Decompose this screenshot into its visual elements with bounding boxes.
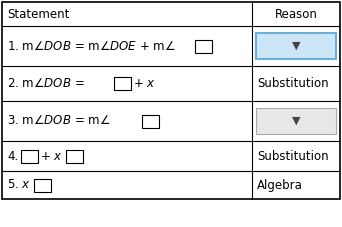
Text: 1. m$\angle$$\it{D}$$\it{O}$$\it{B}$ = m$\angle$$\it{D}$$\it{O}$$\it{E}$ + m$\an: 1. m$\angle$$\it{D}$$\it{O}$$\it{B}$ = m… bbox=[7, 39, 175, 52]
Text: ▼: ▼ bbox=[292, 41, 300, 51]
Bar bbox=[256, 33, 336, 59]
Text: ▼: ▼ bbox=[292, 116, 300, 126]
Text: Substitution: Substitution bbox=[257, 77, 329, 90]
Text: + $\it{x}$ =: + $\it{x}$ = bbox=[40, 150, 75, 163]
Text: Reason: Reason bbox=[275, 7, 317, 20]
Bar bbox=[256, 108, 336, 134]
Text: Algebra: Algebra bbox=[257, 178, 303, 192]
Bar bbox=[2, 2, 340, 199]
Text: Statement: Statement bbox=[7, 7, 69, 20]
Bar bbox=[114, 77, 131, 90]
Text: + $\it{x}$: + $\it{x}$ bbox=[133, 77, 156, 90]
Text: 3. m$\angle$$\it{D}$$\it{O}$$\it{B}$ = m$\angle$: 3. m$\angle$$\it{D}$$\it{O}$$\it{B}$ = m… bbox=[7, 114, 110, 128]
Text: 5. $\it{x}$ =: 5. $\it{x}$ = bbox=[7, 178, 43, 192]
Bar bbox=[21, 150, 38, 163]
Text: 4.: 4. bbox=[7, 150, 18, 163]
Text: Substitution: Substitution bbox=[257, 150, 329, 163]
Text: 2. m$\angle$$\it{D}$$\it{O}$$\it{B}$ =: 2. m$\angle$$\it{D}$$\it{O}$$\it{B}$ = bbox=[7, 77, 86, 90]
Bar bbox=[66, 150, 83, 163]
Bar bbox=[34, 178, 51, 192]
Bar bbox=[195, 39, 212, 52]
Bar bbox=[142, 114, 159, 128]
